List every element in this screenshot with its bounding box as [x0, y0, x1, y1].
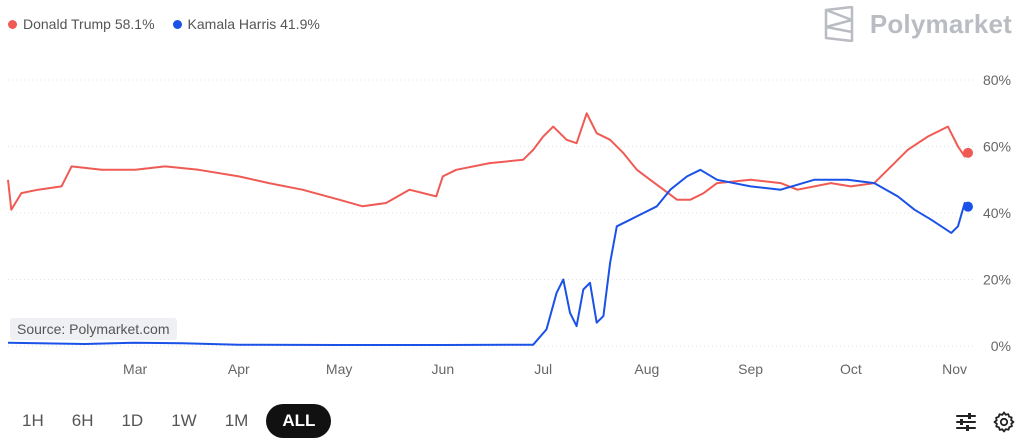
x-tick-label: Mar	[123, 361, 147, 377]
polymarket-mark-icon	[824, 6, 854, 42]
legend-item-trump[interactable]: Donald Trump 58.1%	[8, 16, 155, 32]
range-button-6h[interactable]: 6H	[62, 404, 104, 438]
polymarket-logo[interactable]: Polymarket	[822, 6, 1012, 42]
x-tick-label: Sep	[738, 361, 763, 377]
y-tick-label: 80%	[983, 72, 1011, 88]
range-button-all[interactable]: ALL	[266, 404, 332, 438]
trump-color-dot	[8, 19, 17, 29]
y-tick-label: 20%	[983, 272, 1011, 288]
x-tick-label: Nov	[942, 361, 967, 377]
x-tick-label: Jul	[534, 361, 552, 377]
x-tick-label: Apr	[228, 361, 250, 377]
legend-item-harris[interactable]: Kamala Harris 41.9%	[172, 16, 320, 32]
series-line-trump	[7, 112, 969, 211]
series-end-marker-harris	[963, 201, 973, 212]
price-history-chart: 0% 20% 40% 60% 80% Mar Apr May Jun Jul Aug Sep Oct No…	[7, 72, 1011, 377]
sliders-icon[interactable]	[954, 410, 978, 434]
range-button-1w[interactable]: 1W	[161, 404, 207, 438]
y-tick-label: 0%	[991, 338, 1011, 354]
x-tick-label: Jun	[432, 361, 455, 377]
range-button-1d[interactable]: 1D	[111, 404, 153, 438]
series-line-harris	[7, 168, 969, 346]
time-range-selector: 1H 6H 1D 1W 1M ALL	[12, 404, 332, 438]
source-label: Source: Polymarket.com	[10, 318, 177, 340]
x-tick-label: Oct	[840, 361, 862, 377]
harris-color-dot	[172, 19, 182, 29]
x-tick-label: May	[326, 361, 352, 377]
range-button-1m[interactable]: 1M	[215, 404, 259, 438]
y-tick-label: 40%	[983, 205, 1011, 221]
series-end-marker-trump	[963, 147, 973, 158]
chart-tools	[954, 410, 1016, 434]
gear-icon[interactable]	[992, 410, 1016, 434]
x-tick-label: Aug	[634, 361, 659, 377]
brand-name: Polymarket	[869, 8, 1012, 39]
legend-label-trump: Donald Trump 58.1%	[23, 16, 155, 32]
y-tick-label: 60%	[983, 139, 1011, 155]
legend-label-harris: Kamala Harris 41.9%	[187, 16, 320, 32]
range-button-1h[interactable]: 1H	[12, 404, 54, 438]
legend: Donald Trump 58.1% Kamala Harris 41.9%	[8, 16, 320, 32]
